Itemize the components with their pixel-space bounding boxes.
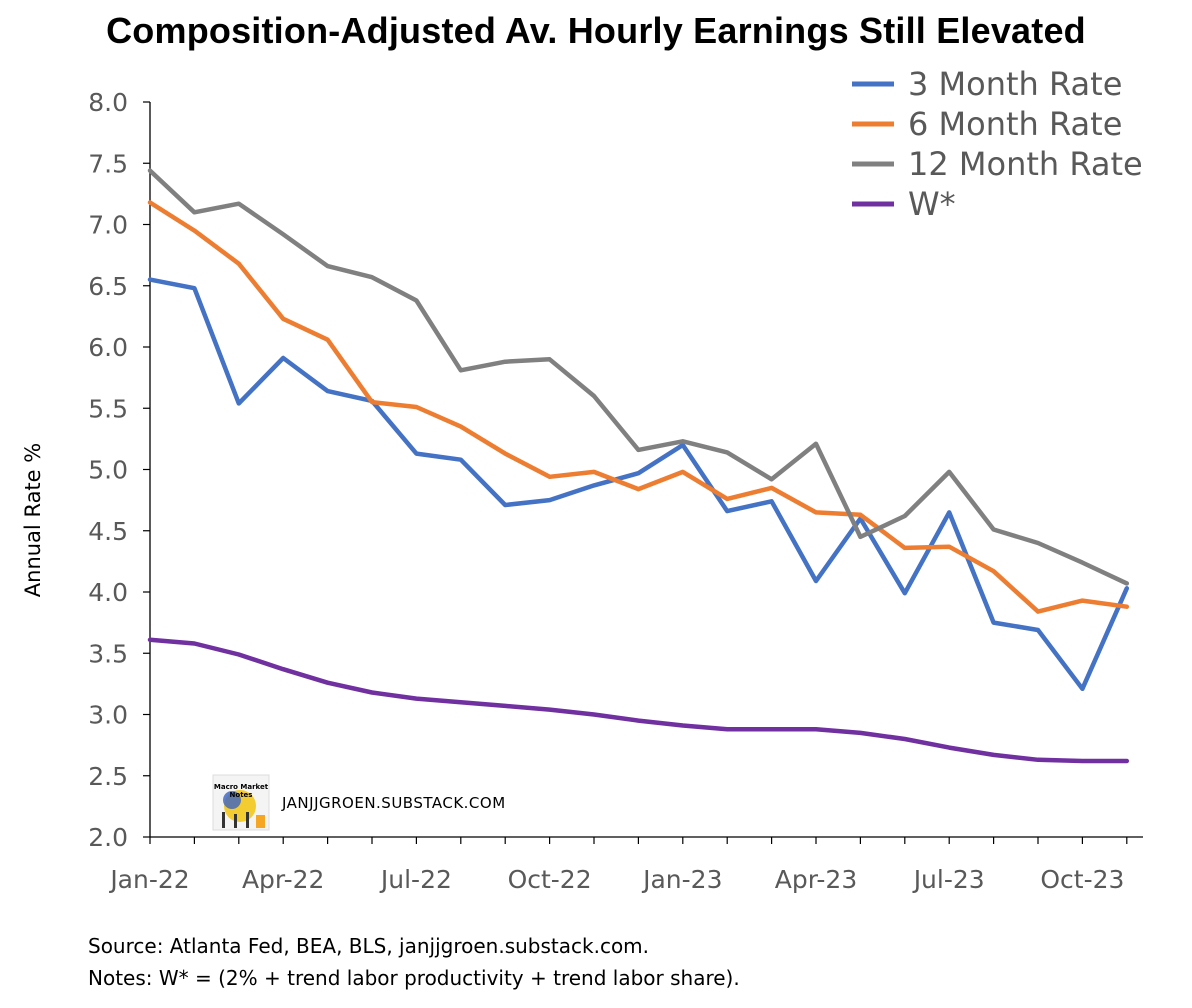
series-line-3-month-rate [147,277,1130,692]
chart-series [147,168,1130,764]
x-tick-label: Jul-23 [912,865,985,894]
y-tick-label: 2.0 [88,823,128,852]
y-tick-label: 6.5 [88,272,128,301]
y-tick-label: 4.0 [88,578,128,607]
y-axis-title: Annual Rate % [21,443,45,597]
legend-label: 6 Month Rate [908,105,1122,143]
y-tick-label: 3.5 [88,639,128,668]
footer-notes: Notes: W* = (2% + trend labor productivi… [88,966,740,990]
y-tick-label: 4.5 [88,517,128,546]
x-tick-label: Apr-23 [775,865,857,894]
footer-source: Source: Atlanta Fed, BEA, BLS, janjjgroe… [88,934,650,958]
x-tick-label: Jul-22 [379,865,452,894]
watermark: Macro Market Notes JANJJGROEN.SUBSTACK.C… [212,774,506,831]
x-tick-label: Oct-22 [508,865,592,894]
x-tick-label: Apr-22 [242,865,324,894]
legend-label: W* [908,185,956,223]
legend-label: 3 Month Rate [908,65,1122,103]
watermark-logo: Macro Market Notes [212,774,270,831]
x-tick-label: Jan-22 [108,865,189,894]
y-tick-label: 6.0 [88,333,128,362]
chart-footer: Source: Atlanta Fed, BEA, BLS, janjjgroe… [88,930,740,994]
line-chart: 2.02.53.03.54.04.55.05.56.06.57.07.58.0 … [21,65,1143,894]
y-axis-ticks: 2.0 2.5 3.0 3.5 4.0 4.5 5.0 5.5 6.0 6.5 7.0 7.5 8.0 [88,88,150,852]
series-line-12-month-rate [147,168,1130,586]
y-tick-label: 5.0 [88,456,128,485]
watermark-logo-text-1: Macro Market [214,783,269,791]
watermark-logo-text-2: Notes [230,791,253,799]
y-tick-label: 5.5 [88,394,128,423]
x-tick-label: Oct-23 [1040,865,1124,894]
y-tick-label: 3.0 [88,701,128,730]
x-tick-label: Jan-23 [641,865,722,894]
chart-title: Composition-Adjusted Av. Hourly Earnings… [106,10,1086,51]
y-tick-label: 7.5 [88,149,128,178]
legend-label: 12 Month Rate [908,145,1143,183]
y-tick-label: 2.5 [88,762,128,791]
watermark-text: JANJJGROEN.SUBSTACK.COM [281,794,506,812]
y-tick-label: 7.0 [88,211,128,240]
x-axis-ticks: Jan-22 Apr-22 Jul-22 Oct-22 Jan-23 Apr-23 Jul-… [108,837,1128,894]
y-tick-label: 8.0 [88,88,128,117]
series-line-w [147,637,1130,764]
series-line-6-month-rate [147,200,1130,614]
